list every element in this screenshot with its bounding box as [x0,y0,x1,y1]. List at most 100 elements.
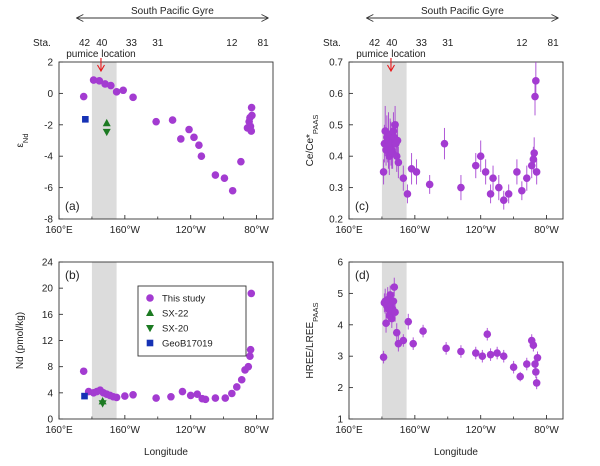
gyre-label: South Pacific Gyre [421,6,504,17]
data-point [112,393,121,402]
data-point [529,341,538,350]
data-point [504,190,513,198]
data-point [102,118,111,127]
data-point [531,360,539,368]
x-tick-label: 160°E [335,425,363,436]
data-point [391,121,399,129]
data-point [386,291,394,299]
y-tick-label: -6 [44,183,53,194]
data-point [399,174,408,182]
data-point [391,308,399,317]
data-point [232,383,241,391]
gyre-arrow-left-head [76,14,84,22]
plot-frame [58,61,274,220]
station-header: South Pacific Gyre Sta. 42 40 33 31 12 81 pumice… [33,6,269,73]
x-tick-label: 80°W [244,425,269,436]
legend-marker [146,325,154,333]
y-tick-label: 16 [42,310,54,321]
legend: This study SX-22 SX-20 GeoB17019 [137,285,247,357]
y-axis-label: HREE/LREEPAAS [305,302,320,378]
data-point [409,339,418,348]
data-point [168,116,177,124]
data-point [237,375,246,384]
pumice-arrow-head [97,64,105,73]
data-point [221,394,230,402]
data-point [211,394,220,402]
data-point [101,80,109,88]
x-tick-label: 120°W [466,225,497,236]
station-label: 31 [152,38,164,49]
data-point [247,103,256,112]
station-label: 33 [126,38,138,49]
data-point [190,133,198,142]
y-axis-label: εNd [15,133,30,147]
data-point [197,152,206,160]
data-point [79,367,88,376]
data-point [247,127,256,135]
data-point [201,395,210,404]
station-header: South Pacific Gyre Sta. 42 40 33 31 12 81 pumice… [323,6,559,73]
data-point [399,336,408,345]
data-point [102,128,111,137]
data-point [195,141,203,150]
data-point [193,390,202,398]
panel-letter: (d) [355,268,370,282]
x-tick-label: 120°W [176,425,207,436]
data-point [185,125,193,134]
panel-letter: (a) [65,199,80,213]
station-label: 42 [369,38,381,49]
data-point [419,327,427,335]
data-point [244,362,253,371]
y-tick-label: -4 [44,152,53,163]
x-tick-label: 160°W [110,425,141,436]
y-tick-label: 12 [42,336,54,347]
data-point [483,330,492,339]
data-point [499,196,508,204]
y-tick-label: 2 [47,58,53,69]
data-point [394,158,403,167]
gyre-arrow-right-head [261,14,269,22]
data-point [513,168,521,176]
data-point [403,190,412,198]
data-point [471,161,480,170]
y-tick-label: 3 [337,352,343,363]
data-point [107,81,115,90]
data-point [440,139,449,148]
x-axis-label: Longitude [434,447,478,458]
data-point [495,183,503,192]
data-point [442,344,450,353]
data-point [79,92,88,101]
data-point [529,155,538,164]
station-prefix: Sta. [323,38,341,49]
data-point [89,76,98,84]
y-axis-label: Ce/Ce*PAAS [305,115,320,167]
data-point [119,86,127,95]
y-tick-label: 0 [47,415,53,426]
data-point [95,77,104,85]
plot-frame [348,61,564,220]
gyre-arrow-left-head [366,14,374,22]
data-point [186,391,195,400]
data-point [486,190,495,198]
data-point [98,400,107,408]
panel-d: 1 2 3 4 5 6 160°E 160°W 120°W 80°W (d) HREE/LREEPAA… [305,258,564,458]
data-point [237,157,245,166]
panel-b: 0 4 8 12 16 20 24 160°E 160°W 120°W 80°W (b) Nd (pmo… [15,258,274,458]
y-tick-label: -8 [44,215,53,226]
x-tick-label: 160°W [400,425,431,436]
y-tick-label: 2 [337,383,343,394]
y-tick-label: 6 [337,258,343,269]
data-point [228,389,236,398]
data-point [476,152,485,160]
legend-label: This study [162,294,206,305]
panel-letter: (b) [65,268,80,282]
data-point [247,289,256,298]
station-label: 12 [226,38,238,49]
data-point [211,171,220,179]
data-point [509,363,518,371]
y-axis-label: Nd (pmol/kg) [15,312,26,369]
y-tick-label: 0.2 [329,215,343,226]
data-point [129,390,137,399]
data-point [412,168,421,176]
